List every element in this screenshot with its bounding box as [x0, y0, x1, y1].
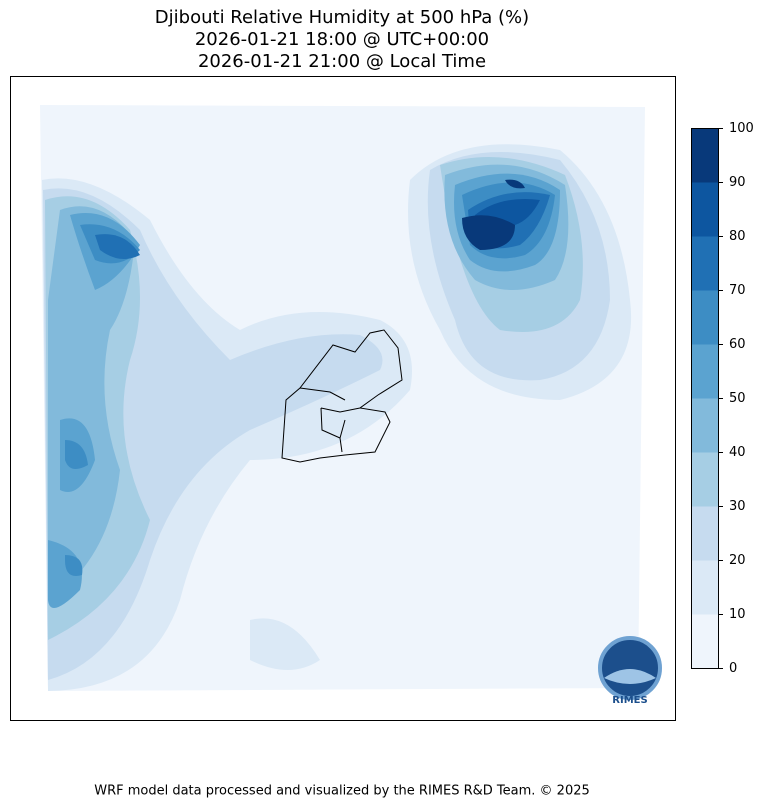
colorbar: 0 10 20 30 40 50 60 70 80 90 100: [691, 121, 754, 676]
colorbar-tick-label: 50: [729, 391, 746, 406]
colorbar-segment: [691, 560, 719, 615]
colorbar-segment: [691, 128, 719, 183]
colorbar-tick-label: 40: [729, 445, 746, 460]
colorbar-tick-label: 70: [729, 283, 746, 298]
country-border: [281, 329, 403, 463]
contour: [95, 234, 140, 259]
contour: [48, 206, 135, 600]
colorbar-tick-label: 100: [729, 121, 754, 136]
colorbar-segment: [691, 398, 719, 453]
humidity-field: [40, 105, 645, 692]
colorbar-tick-label: 0: [729, 661, 737, 676]
colorbar-tick-label: 10: [729, 607, 746, 622]
logo-wave: [604, 669, 656, 684]
colorbar-segment: [691, 236, 719, 291]
colorbar-segment: [691, 182, 719, 237]
contour: [250, 618, 320, 670]
title-line: Djibouti Relative Humidity at 500 hPa (%…: [155, 7, 529, 28]
colorbar-tick-label: 20: [729, 553, 746, 568]
colorbar-segment: [691, 344, 719, 399]
colorbar-segment: [691, 452, 719, 507]
colorbar-tick-label: 60: [729, 337, 746, 352]
colorbar-tick-label: 80: [729, 229, 746, 244]
contour: [462, 179, 525, 250]
colorbar-segment: [691, 290, 719, 345]
colorbar-frame: [691, 128, 719, 669]
rimes-logo: RIMES: [598, 636, 662, 706]
title-line: 2026-01-21 18:00 @ UTC+00:00: [195, 29, 489, 50]
colorbar-tick-label: 90: [729, 175, 746, 190]
footer: WRF model data processed and visualized …: [94, 784, 590, 799]
colorbar-tick-label: 30: [729, 499, 746, 514]
title-line: 2026-01-21 21:00 @ Local Time: [198, 51, 486, 72]
logo-emblem: [598, 636, 662, 700]
colorbar-segment: [691, 614, 719, 669]
colorbar-segment: [691, 506, 719, 561]
logo-text: RIMES: [612, 695, 647, 706]
